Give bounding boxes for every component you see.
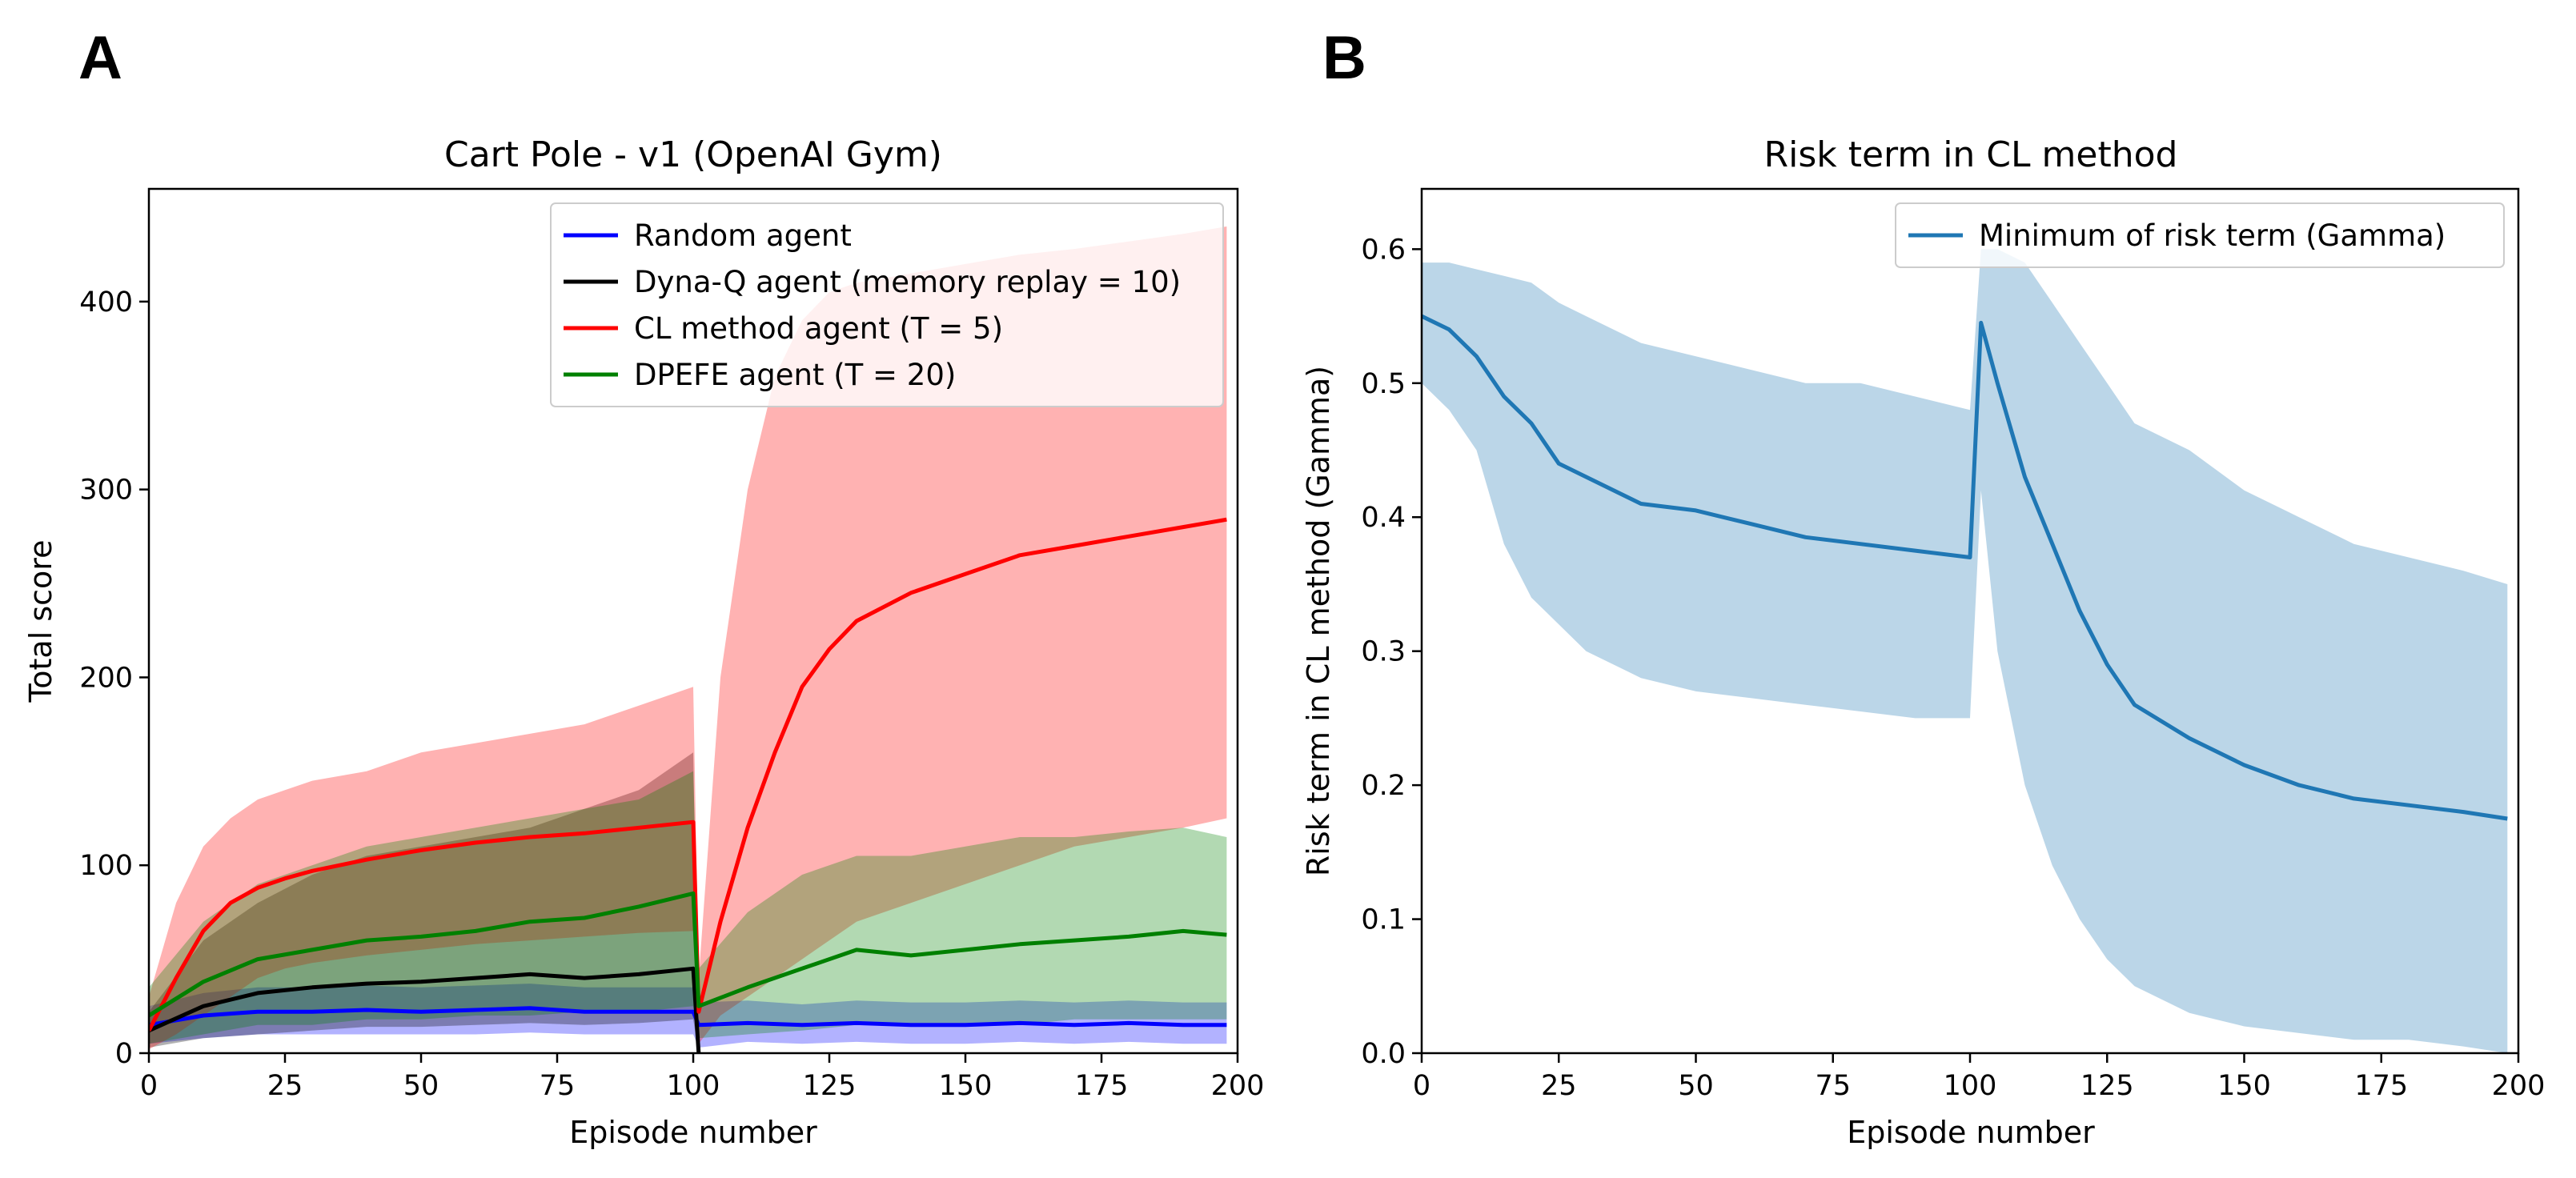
plot-area [149, 226, 1227, 1053]
y-tick-label: 0.4 [1361, 502, 1406, 534]
legend-box [550, 202, 1224, 407]
y-tick-label: 0.5 [1361, 368, 1406, 400]
x-tick-label: 200 [2492, 1070, 2546, 1102]
x-tick-label: 75 [540, 1070, 576, 1102]
legend-label: Minimum of risk term (Gamma) [1979, 218, 2446, 253]
chart-a-ylabel: Total score [23, 540, 58, 703]
x-tick-label: 0 [140, 1070, 158, 1102]
series-minimum-of-risk-term-gamma [1422, 314, 2508, 821]
x-tick-label: 125 [803, 1070, 857, 1102]
band-dpefe-agent-t-20 [149, 771, 1227, 1044]
panel-label-b: B [1322, 24, 1366, 92]
series-dpefe-agent-t-20 [149, 891, 1227, 1018]
series-dyna-q-agent-memory-replay-10 [149, 966, 701, 1053]
y-tick-label: 400 [79, 286, 133, 319]
legend-label: DPEFE agent (T = 20) [634, 358, 956, 392]
x-tick-label: 50 [1678, 1070, 1714, 1102]
band-minimum-of-risk-term-gamma [1422, 249, 2508, 1053]
x-tick-label: 175 [1075, 1070, 1129, 1102]
x-tick-label: 125 [2080, 1070, 2134, 1102]
chart-a-xlabel: Episode number [569, 1115, 817, 1150]
legend-box [1895, 202, 2505, 268]
legend-label: Random agent [634, 218, 852, 253]
y-tick-label: 0.1 [1361, 904, 1406, 936]
legend: Random agent Dyna-Q agent (memory replay … [550, 202, 1224, 407]
legend-label: CL method agent (T = 5) [634, 311, 1003, 346]
y-tick-label: 0.0 [1361, 1038, 1406, 1070]
x-tick-label: 100 [667, 1070, 720, 1102]
y-tick-label: 200 [79, 662, 133, 694]
x-tick-label: 200 [1211, 1070, 1265, 1102]
chart-a: Cart Pole - v1 (OpenAI Gym) Episode numb… [23, 134, 1264, 1150]
y-tick-label: 0.6 [1361, 234, 1406, 266]
chart-b-ylabel: Risk term in CL method (Gamma) [1301, 366, 1336, 876]
plot-area [1422, 249, 2508, 1053]
x-tick-label: 75 [1815, 1070, 1851, 1102]
legend: Minimum of risk term (Gamma) [1895, 202, 2505, 268]
panel-label-a: A [78, 24, 122, 92]
chart-a-title: Cart Pole - v1 (OpenAI Gym) [444, 134, 942, 175]
y-tick-label: 0.2 [1361, 770, 1406, 802]
y-tick-label: 100 [79, 850, 133, 882]
y-tick-label: 0 [115, 1038, 133, 1070]
y-tick-label: 0.3 [1361, 636, 1406, 668]
y-tick-label: 300 [79, 475, 133, 507]
x-tick-label: 100 [1944, 1070, 1997, 1102]
x-tick-label: 150 [2217, 1070, 2271, 1102]
chart-b-title: Risk term in CL method [1764, 134, 2178, 175]
chart-b-xlabel: Episode number [1847, 1115, 2095, 1150]
legend-label: Dyna-Q agent (memory replay = 10) [634, 265, 1181, 299]
x-tick-label: 175 [2354, 1070, 2408, 1102]
x-tick-label: 150 [939, 1070, 993, 1102]
x-tick-label: 25 [1541, 1070, 1577, 1102]
chart-b: Risk term in CL method Episode number Ri… [1301, 134, 2545, 1150]
band-cl-method-agent-t-5 [149, 226, 1227, 1050]
x-tick-label: 50 [403, 1070, 439, 1102]
band-random-agent [149, 984, 1227, 1048]
x-tick-label: 25 [267, 1070, 303, 1102]
x-tick-label: 0 [1413, 1070, 1430, 1102]
